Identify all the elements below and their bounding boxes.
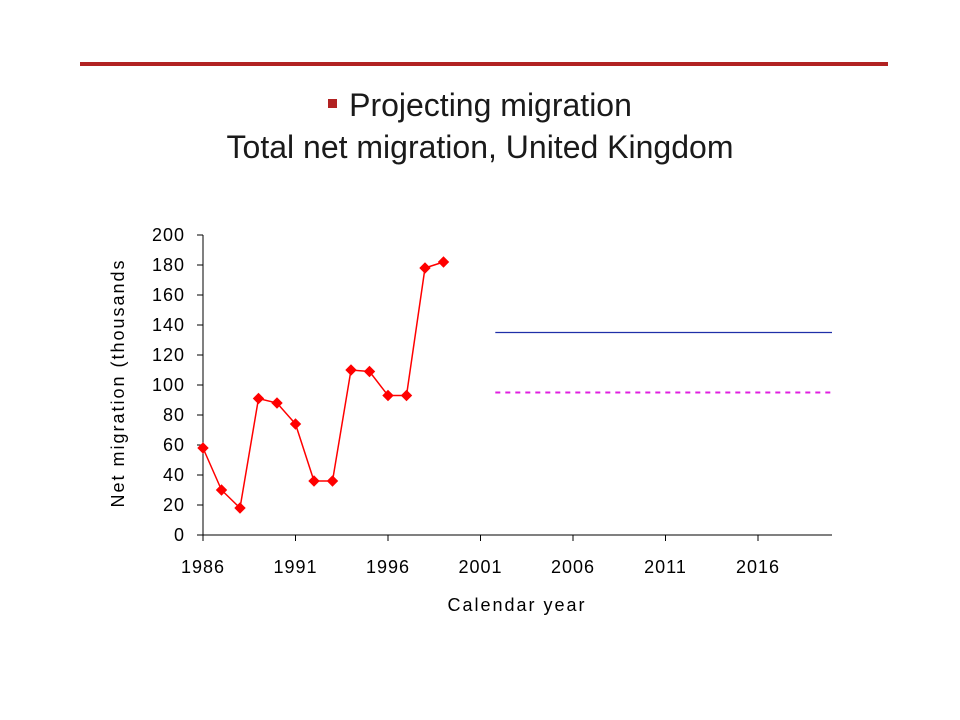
title-divider	[80, 62, 888, 66]
data-point	[382, 389, 394, 402]
y-tick-label: 0	[174, 525, 185, 545]
data-point	[345, 364, 357, 376]
data-point	[400, 389, 413, 402]
y-tick-label: 100	[152, 375, 185, 395]
data-point	[215, 484, 228, 496]
chart-axes: 0 20 40 60 80 100 120 140 160 180 200 1986 1991 1996 2…	[152, 225, 832, 577]
data-point	[326, 475, 339, 487]
data-point	[437, 256, 450, 268]
data-point	[289, 418, 302, 430]
x-tick-label: 2016	[736, 557, 780, 577]
y-tick-label: 120	[152, 345, 185, 365]
y-tick-label: 20	[163, 495, 185, 515]
x-tick-label: 1996	[366, 557, 410, 577]
data-point	[197, 442, 209, 454]
data-point	[363, 365, 376, 378]
data-point	[308, 475, 320, 487]
bullet-icon	[328, 99, 338, 109]
data-point	[419, 262, 431, 274]
data-point	[234, 502, 246, 514]
data-point	[252, 392, 265, 405]
y-tick-label: 140	[152, 315, 185, 335]
title-line-2: Total net migration, United Kingdom	[226, 129, 734, 165]
y-tick-label: 200	[152, 225, 185, 245]
data-point	[271, 397, 283, 409]
chart-series	[197, 256, 832, 514]
series-line-1	[202, 261, 444, 510]
y-tick-label: 60	[163, 435, 185, 455]
y-tick-label: 80	[163, 405, 185, 425]
slide-title: Projecting migration Total net migration…	[0, 84, 960, 168]
y-tick-label: 40	[163, 465, 185, 485]
x-tick-label: 1986	[181, 557, 225, 577]
x-tick-label: 2001	[458, 557, 502, 577]
x-tick-label: 1991	[273, 557, 317, 577]
y-tick-label: 160	[152, 285, 185, 305]
x-axis-title: Calendar year	[447, 595, 586, 615]
title-line-1: Projecting migration	[349, 87, 632, 123]
y-axis-title: Net migration (thousands	[108, 258, 128, 507]
x-tick-label: 2006	[551, 557, 595, 577]
y-tick-label: 180	[152, 255, 185, 275]
x-tick-label: 2011	[644, 557, 687, 577]
